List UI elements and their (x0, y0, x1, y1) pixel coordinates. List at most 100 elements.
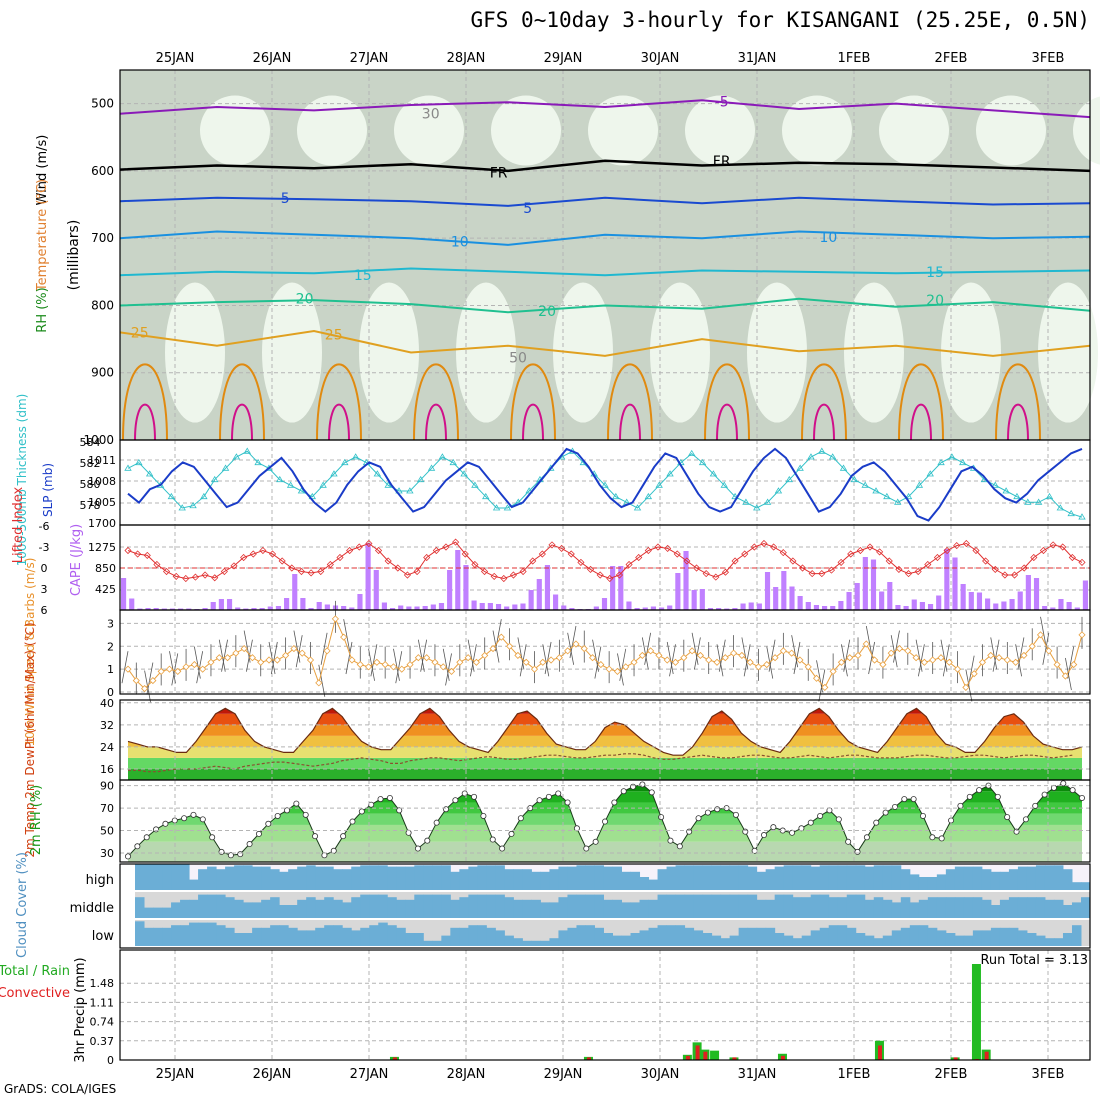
cloud-high-57 (648, 879, 659, 890)
li-point-54 (644, 546, 652, 555)
wind10-point-90 (871, 656, 879, 664)
cloud-middle-76 (819, 894, 830, 918)
cloud-high-47 (558, 866, 568, 890)
wind10-point-76 (754, 663, 763, 671)
cape-bar-104 (968, 592, 974, 610)
thickness-point-60 (774, 487, 783, 494)
cape-bar-19 (275, 606, 282, 610)
cloud-high-30 (405, 866, 415, 890)
pressure-tick-label: 900 (91, 366, 114, 380)
cloud-middle-103 (1062, 905, 1073, 918)
slp-tick-label: 1005 (88, 496, 116, 509)
wind10-point-81 (796, 656, 804, 664)
thickness-point-23 (373, 470, 382, 477)
thickness-point-10 (232, 453, 241, 460)
cloud-low-72 (783, 935, 794, 946)
contour-label: 5 (281, 191, 290, 207)
rh-point-74 (817, 812, 824, 819)
thickness-axis-label: 1000-500mb Thickness (dm) (15, 394, 29, 567)
wind10-point-14 (240, 645, 248, 653)
cloud-high-26 (369, 865, 379, 890)
rh-point-46 (555, 790, 562, 797)
isotherm-35-loop-5 (619, 403, 641, 441)
rh-mid-patch-5 (685, 95, 755, 166)
cloud-middle-75 (810, 894, 821, 918)
wind10-barb-51 (544, 641, 552, 675)
wind10-point-28 (356, 661, 364, 669)
wind10-tick-label: 0 (107, 686, 114, 699)
isotherm-30-loop-7 (801, 363, 847, 441)
li-point-64 (741, 550, 749, 558)
cloud-low-96 (999, 927, 1010, 946)
precip-tick-label: 0 (107, 1054, 114, 1067)
thickness-point-34 (492, 504, 501, 511)
temp-band-5 (128, 713, 1082, 725)
cloud-middle-82 (873, 897, 884, 918)
temp-line (127, 707, 1083, 756)
cape-bar-60 (610, 566, 616, 610)
rh-point-57 (658, 814, 665, 821)
cape-bar-50 (528, 590, 534, 610)
li-point-9 (211, 574, 219, 582)
slp-tick-label: 1008 (88, 475, 116, 488)
cloud-low-22 (333, 925, 343, 946)
cloud-middle-79 (846, 894, 857, 918)
cloud-low-2 (153, 927, 163, 946)
cloud-high-27 (378, 865, 388, 890)
cloud-middle-51 (594, 894, 604, 918)
cloud-high-92 (963, 866, 974, 890)
wind10-barb-87 (843, 639, 851, 672)
thickness-point-67 (850, 475, 859, 483)
cape-bar-39 (438, 603, 445, 610)
cape-bar-84 (805, 602, 811, 610)
li-point-39 (500, 574, 508, 583)
cloud-low-14 (261, 927, 271, 946)
cloud-low-101 (1044, 938, 1055, 946)
thickness-point-15 (286, 481, 295, 488)
wind10-point-18 (273, 656, 281, 664)
precip-total-bar-5 (710, 1050, 720, 1060)
li-point-97 (1059, 543, 1067, 551)
li-point-13 (249, 550, 257, 558)
cloud-middle-13 (252, 902, 262, 918)
thickness-point-70 (883, 492, 891, 500)
rh-tick-label: 70 (100, 802, 114, 815)
cloud-middle-92 (963, 897, 974, 918)
li-point-42 (529, 557, 537, 565)
cape-bar-29 (357, 594, 363, 610)
wind10-point-53 (564, 647, 572, 655)
thickness-point-29 (438, 453, 447, 460)
wind10-point-66 (671, 658, 680, 666)
cloud-high-60 (675, 865, 686, 890)
rh-point-3 (153, 826, 160, 833)
cloud-low-23 (342, 927, 352, 946)
cloud-middle-27 (378, 894, 388, 918)
rh-point-80 (873, 819, 880, 826)
date-label-top: 26JAN (253, 51, 292, 66)
cloud-high-63 (702, 865, 713, 890)
wind10-axis-label: 10m Wind Speed & Barbs (m/s) (23, 558, 37, 747)
cloud-low-37 (468, 925, 478, 946)
isotherm-35-loop-1 (231, 403, 253, 441)
precip-conv-bar-6 (732, 1057, 737, 1060)
wind10-point-85 (829, 667, 837, 675)
wind10-point-89 (862, 640, 870, 648)
cloud-low-6 (189, 922, 199, 946)
cloud-high-29 (396, 866, 406, 890)
cloud-high-40 (495, 865, 505, 890)
rh-low-patch-6 (747, 282, 807, 423)
wind10-point-82 (804, 663, 812, 671)
li-point-8 (201, 571, 209, 579)
li-point-34 (452, 538, 460, 546)
cloud-low-1 (144, 927, 154, 946)
wind10-point-49 (530, 665, 539, 673)
thickness-point-65 (828, 453, 837, 460)
thickness-point-9 (221, 464, 230, 471)
rh-point-8 (199, 816, 206, 823)
li-point-79 (885, 557, 893, 565)
cloud-high-99 (1026, 866, 1037, 890)
cape-bar-21 (292, 574, 298, 610)
page-title: GFS 0~10day 3-hourly for KISANGANI (25.2… (470, 8, 1090, 32)
cape-bar-59 (601, 598, 608, 610)
wind10-point-106 (1003, 656, 1011, 664)
